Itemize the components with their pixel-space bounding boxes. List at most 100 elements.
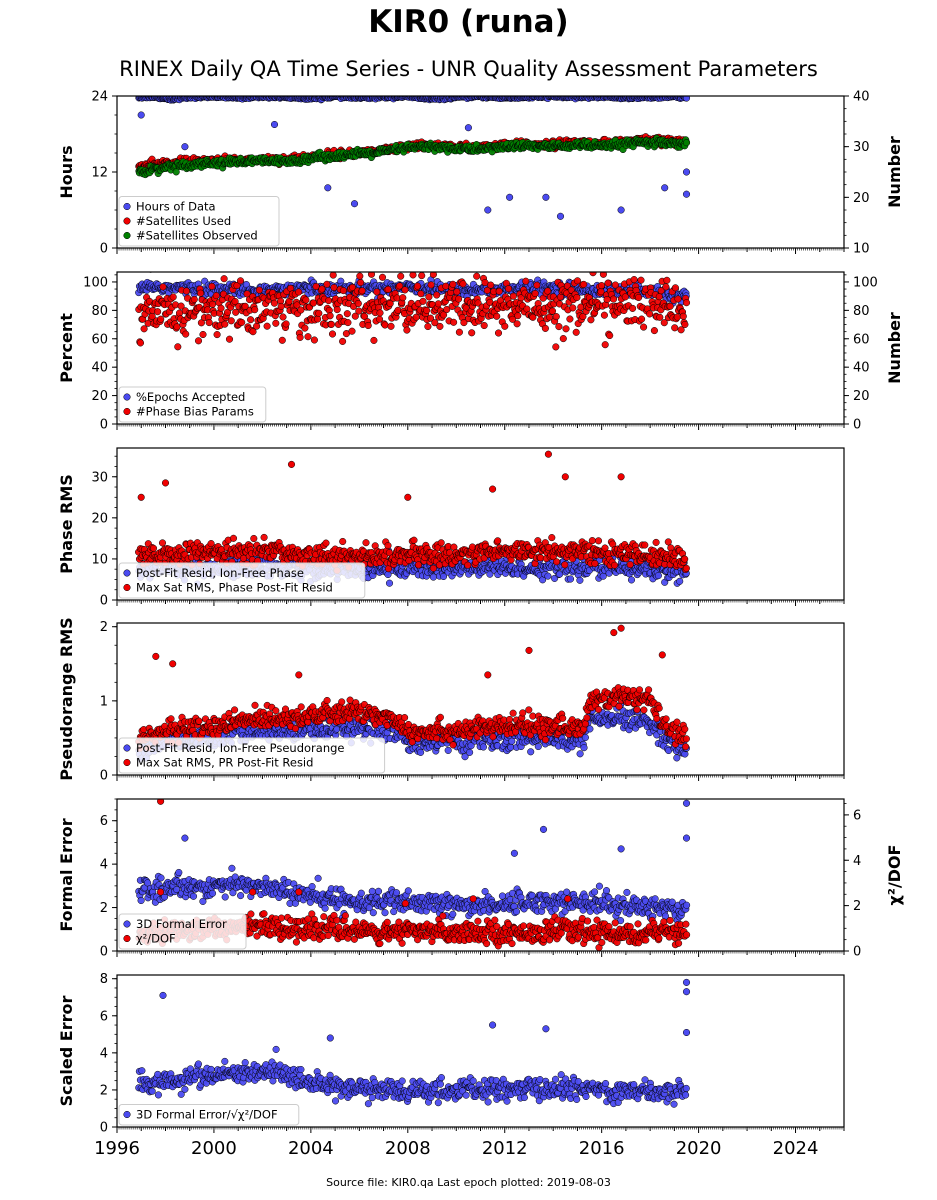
legend-label: #Satellites Observed xyxy=(136,229,258,243)
data-point xyxy=(356,272,364,280)
data-point xyxy=(600,311,608,319)
data-point xyxy=(418,272,426,280)
data-point xyxy=(325,297,333,305)
data-point xyxy=(205,319,213,327)
data-point xyxy=(358,287,366,295)
legend-marker xyxy=(123,202,131,211)
data-point xyxy=(169,293,177,301)
y-tick-label: 20 xyxy=(91,389,108,404)
data-point xyxy=(236,277,245,285)
data-point xyxy=(364,321,372,330)
data-point xyxy=(606,331,614,340)
data-point xyxy=(157,315,165,323)
data-point xyxy=(399,294,407,302)
data-point xyxy=(493,312,501,320)
data-point-outlier xyxy=(270,120,279,129)
data-point xyxy=(220,275,228,283)
data-point xyxy=(232,308,240,316)
data-point-outlier xyxy=(682,168,691,176)
legend-label: %Epochs Accepted xyxy=(136,390,245,404)
data-point xyxy=(343,310,351,318)
data-point xyxy=(630,276,638,284)
data-point xyxy=(182,330,190,338)
data-point xyxy=(434,300,442,308)
data-point xyxy=(208,282,216,290)
data-point xyxy=(225,335,234,343)
data-point xyxy=(487,281,495,289)
legend-percent: %Epochs Accepted#Phase Bias Params xyxy=(118,386,267,423)
data-point-outlier xyxy=(556,212,565,220)
data-point xyxy=(566,575,575,583)
data-point xyxy=(295,288,303,296)
data-point-outlier xyxy=(181,143,189,151)
data-point xyxy=(296,333,304,341)
data-point xyxy=(190,295,198,303)
data-point xyxy=(182,287,190,295)
series-percent-1 xyxy=(135,272,691,351)
legend-label: #Phase Bias Params xyxy=(136,405,254,419)
legend-marker xyxy=(123,393,131,401)
data-point xyxy=(682,139,691,147)
data-point xyxy=(253,322,261,330)
data-point xyxy=(679,312,687,320)
data-point xyxy=(638,315,646,323)
data-point xyxy=(387,322,395,330)
data-point xyxy=(544,572,552,580)
data-point xyxy=(609,295,618,303)
data-point xyxy=(277,302,285,310)
data-point xyxy=(682,96,691,102)
data-point xyxy=(573,293,581,302)
data-point xyxy=(509,292,517,300)
y2-axis-label: Number xyxy=(885,312,904,384)
data-point-outlier xyxy=(506,193,514,201)
y2-tick-label: 0 xyxy=(853,418,861,433)
data-point xyxy=(355,307,363,315)
data-point xyxy=(522,277,530,285)
legend-hours: Hours of Data#Satellites Used#Satellites… xyxy=(118,196,280,247)
data-point xyxy=(385,579,394,587)
data-point xyxy=(449,280,457,288)
data-point xyxy=(357,279,365,287)
data-point xyxy=(301,324,309,332)
data-point xyxy=(629,304,637,312)
data-point xyxy=(681,320,689,329)
data-point xyxy=(173,323,181,331)
data-point xyxy=(326,312,334,320)
y-tick-label: 60 xyxy=(91,332,108,347)
data-point xyxy=(682,299,691,307)
data-point xyxy=(580,280,588,288)
data-point xyxy=(255,286,263,294)
data-point xyxy=(656,313,664,321)
data-point xyxy=(671,324,679,332)
data-point xyxy=(427,281,435,289)
data-point xyxy=(442,282,450,290)
y-tick-label: 40 xyxy=(91,361,108,376)
y2-tick-label: 80 xyxy=(853,304,870,319)
data-point xyxy=(227,317,235,325)
data-point xyxy=(212,292,220,300)
data-point xyxy=(459,280,467,288)
y2-tick-label: 40 xyxy=(853,361,870,376)
data-point xyxy=(587,316,595,324)
data-point xyxy=(310,336,318,344)
data-point xyxy=(552,313,560,321)
legend-marker xyxy=(123,217,131,225)
y2-axis-label: Number xyxy=(885,136,904,208)
y-axis-label: Hours xyxy=(57,145,76,198)
data-point xyxy=(401,286,409,294)
data-point xyxy=(504,285,513,293)
data-point xyxy=(589,272,597,277)
y-tick-label: 0 xyxy=(100,242,108,257)
data-point xyxy=(348,327,356,335)
data-point xyxy=(541,324,549,332)
data-point xyxy=(304,333,312,341)
figure-subtitle: RINEX Daily QA Time Series - UNR Quality… xyxy=(119,57,818,81)
data-point xyxy=(251,306,259,314)
data-point xyxy=(674,295,682,303)
data-point xyxy=(278,336,286,344)
data-point xyxy=(450,318,458,326)
data-point xyxy=(413,282,422,290)
figure-title: KIR0 (runa) xyxy=(368,4,569,40)
data-point xyxy=(247,316,255,324)
